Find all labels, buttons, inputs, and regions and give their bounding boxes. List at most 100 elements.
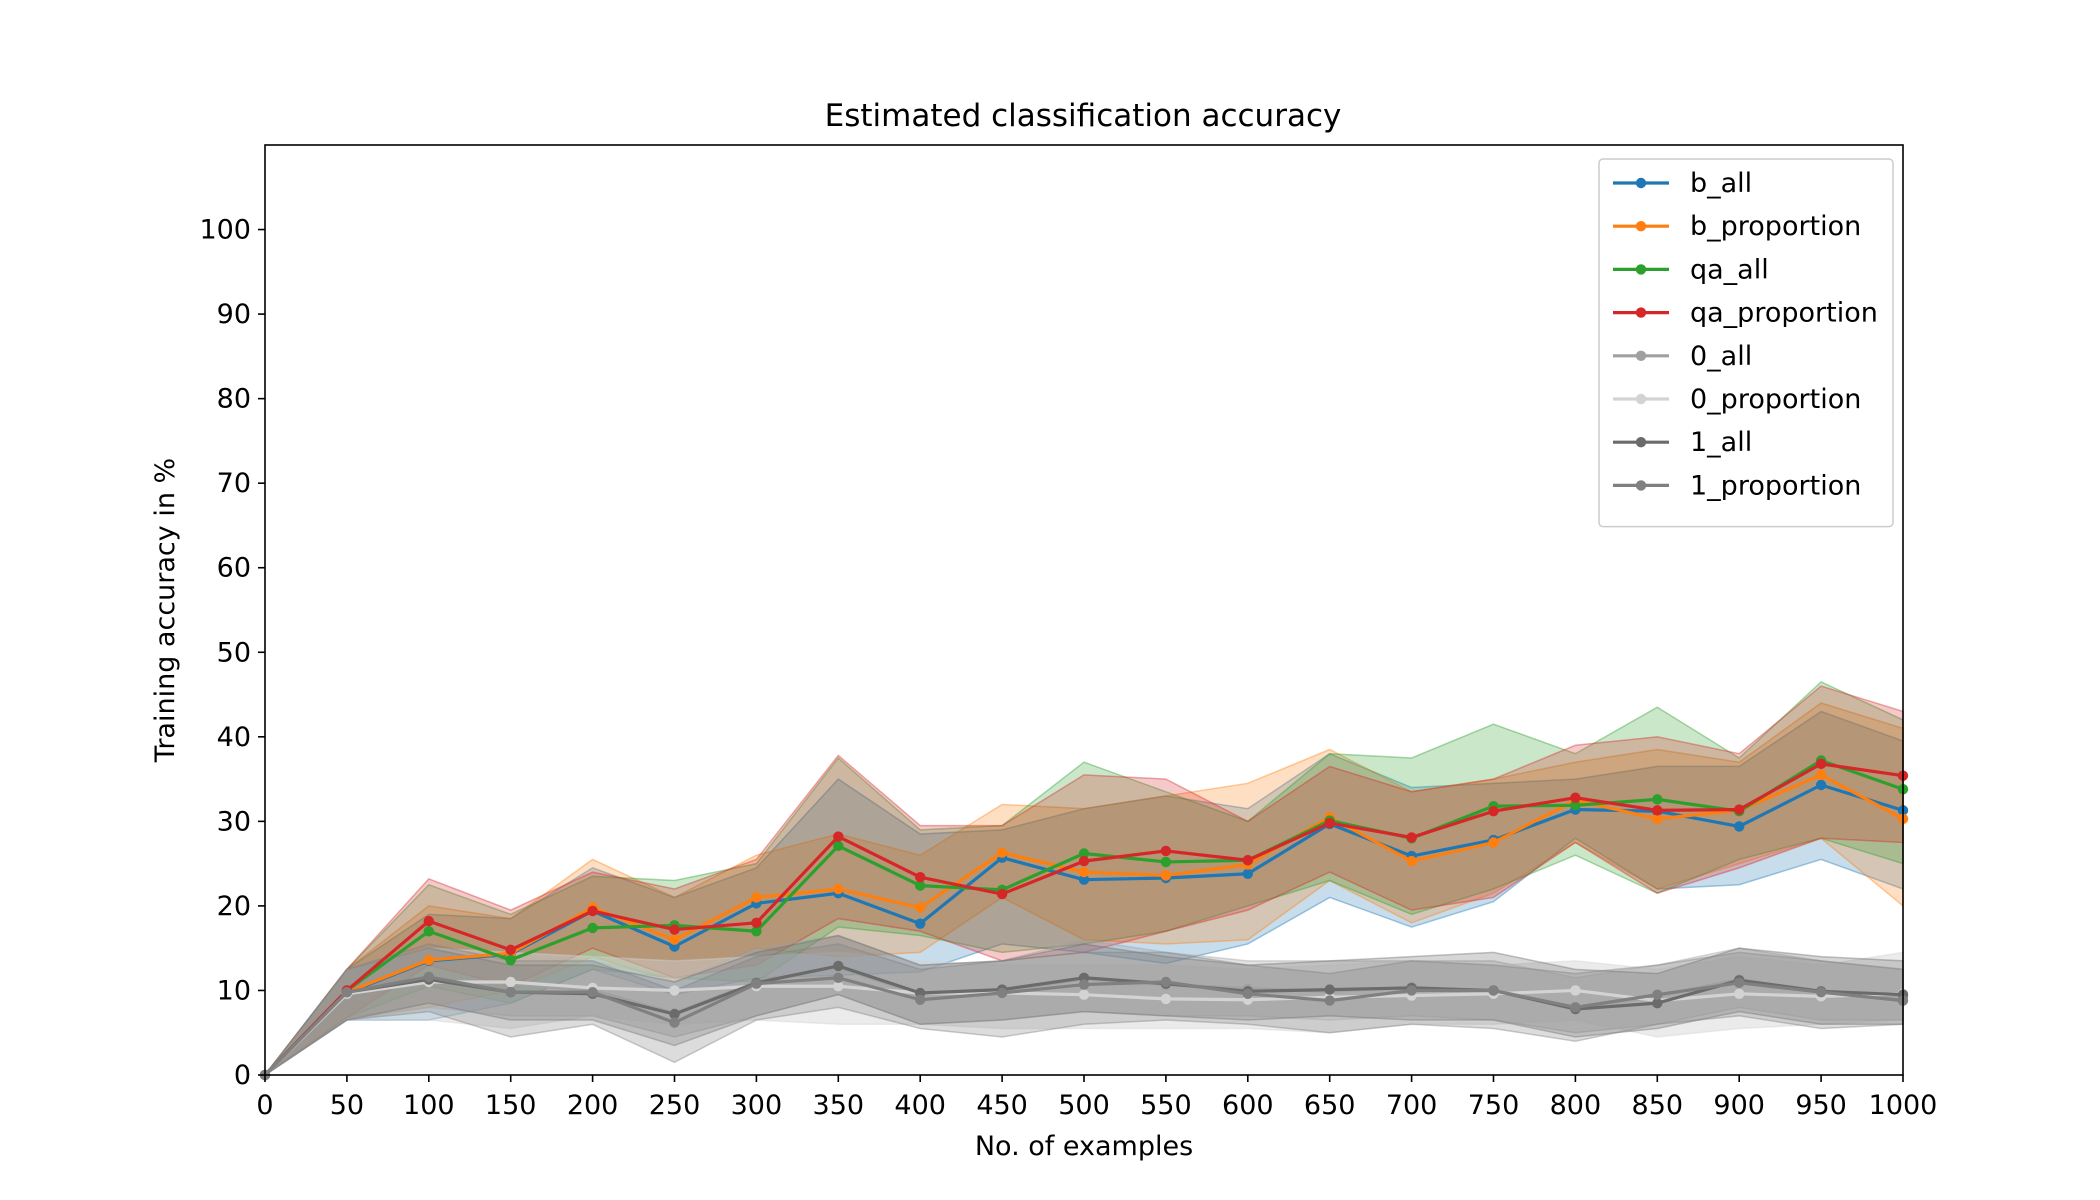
point-1-all (669, 1008, 680, 1020)
point-1-proportion (1734, 977, 1745, 989)
point-1-proportion (915, 994, 926, 1005)
point-qa-proportion (1488, 806, 1499, 817)
point-0-proportion (833, 981, 844, 992)
point-qa-all (1570, 800, 1581, 811)
point-1-proportion (1570, 1002, 1581, 1013)
legend-entry-qa-proportion: qa_proportion (1613, 298, 1878, 329)
point-0-proportion (505, 976, 516, 988)
x-tick-label: 300 (731, 1090, 783, 1121)
point-qa-proportion (505, 944, 516, 956)
x-axis-ticks: 0 50 100 150 200 250 300 350 400 450 500 550 600 650 7… (256, 1075, 1937, 1121)
point-qa-all (587, 922, 598, 934)
series-qa-proportion (259, 758, 1909, 1081)
point-qa-all (423, 926, 434, 937)
legend-label: b_all (1690, 168, 1752, 199)
y-tick-label: 50 (217, 637, 251, 668)
x-tick-label: 100 (403, 1090, 455, 1121)
legend-label: b_proportion (1690, 211, 1861, 242)
y-tick-label: 100 (199, 215, 251, 246)
series-1-proportion (259, 971, 1909, 1081)
point-b-proportion (915, 902, 926, 913)
legend-marker (1635, 350, 1647, 361)
point-1-proportion (669, 1017, 680, 1028)
legend-entry-1-all: 1_all (1613, 427, 1752, 458)
legend-label: 1_all (1690, 427, 1752, 458)
y-tick-label: 20 (217, 891, 251, 922)
x-tick-label: 850 (1632, 1090, 1684, 1121)
point-b-proportion (1078, 866, 1090, 878)
point-qa-proportion (587, 905, 598, 917)
legend-box (1598, 158, 1894, 528)
x-tick-label: 550 (1140, 1090, 1192, 1121)
point-qa-proportion (1324, 817, 1335, 829)
point-0-proportion (669, 985, 680, 996)
point-1-all (833, 960, 844, 972)
x-tick-label: 1000 (1869, 1090, 1938, 1121)
point-qa-proportion (423, 915, 434, 927)
point-qa-proportion (1160, 845, 1172, 857)
point-qa-proportion (833, 831, 844, 842)
y-tick-label: 80 (217, 384, 251, 415)
point-b-proportion (996, 847, 1008, 858)
legend-marker (1635, 177, 1647, 189)
legend-marker (1635, 307, 1647, 318)
point-1-proportion (505, 986, 516, 998)
x-tick-label: 350 (813, 1090, 865, 1121)
point-1-proportion (1488, 985, 1499, 996)
point-b-proportion (833, 883, 844, 895)
y-tick-label: 40 (217, 722, 251, 753)
point-0-proportion (1570, 985, 1581, 996)
x-tick-label: 800 (1550, 1090, 1602, 1121)
point-qa-proportion (669, 924, 680, 935)
point-1-proportion (423, 971, 434, 983)
point-1-proportion (751, 978, 762, 989)
point-b-proportion (1406, 855, 1417, 867)
x-tick-label: 600 (1222, 1090, 1274, 1121)
point-1-proportion (1160, 976, 1172, 988)
point-b-all (1242, 868, 1254, 879)
legend-label: 0_proportion (1690, 384, 1861, 415)
x-tick-label: 200 (567, 1090, 619, 1121)
point-b-proportion (669, 934, 680, 945)
point-b-proportion (1488, 837, 1499, 848)
point-1-all (1324, 984, 1335, 995)
point-b-all (1734, 821, 1745, 832)
legend-label: qa_all (1690, 254, 1769, 285)
point-1-all (1652, 997, 1663, 1009)
legend-marker (1635, 480, 1647, 491)
point-qa-proportion (751, 917, 762, 929)
x-tick-label: 950 (1795, 1090, 1847, 1121)
point-1-proportion (341, 986, 353, 998)
x-tick-label: 250 (649, 1090, 701, 1121)
point-qa-proportion (915, 871, 926, 883)
point-b-proportion (1815, 769, 1827, 781)
x-tick-label: 900 (1713, 1090, 1765, 1121)
legend-entry-0-proportion: 0_proportion (1613, 384, 1861, 415)
point-1-proportion (587, 986, 598, 998)
point-1-proportion (1324, 995, 1335, 1006)
x-tick-label: 500 (1058, 1090, 1110, 1121)
point-b-proportion (423, 954, 434, 966)
legend-label: 1_proportion (1690, 470, 1861, 501)
point-1-proportion (833, 972, 844, 983)
point-qa-all (505, 954, 516, 966)
x-axis-label: No. of examples (975, 1131, 1193, 1162)
x-tick-label: 400 (894, 1090, 946, 1121)
x-tick-label: 50 (330, 1090, 364, 1121)
y-tick-label: 10 (217, 975, 251, 1006)
point-b-proportion (1652, 813, 1663, 825)
x-tick-label: 750 (1468, 1090, 1520, 1121)
x-tick-label: 700 (1386, 1090, 1438, 1121)
point-qa-proportion (1734, 804, 1745, 815)
point-b-all (1078, 874, 1090, 885)
legend: b_all b_proportion qa_all qa_proportion 0_al… (1598, 158, 1894, 528)
y-axis-ticks: 0 10 20 30 40 50 60 70 80 90 100 (199, 215, 265, 1091)
x-tick-label: 150 (485, 1090, 537, 1121)
point-qa-all (751, 926, 762, 937)
legend-marker (1635, 393, 1647, 405)
chart-title: Estimated classification accuracy (825, 98, 1342, 134)
point-qa-proportion (996, 888, 1008, 900)
legend-entry-1-proportion: 1_proportion (1613, 470, 1861, 501)
point-0-proportion (1734, 988, 1745, 1000)
